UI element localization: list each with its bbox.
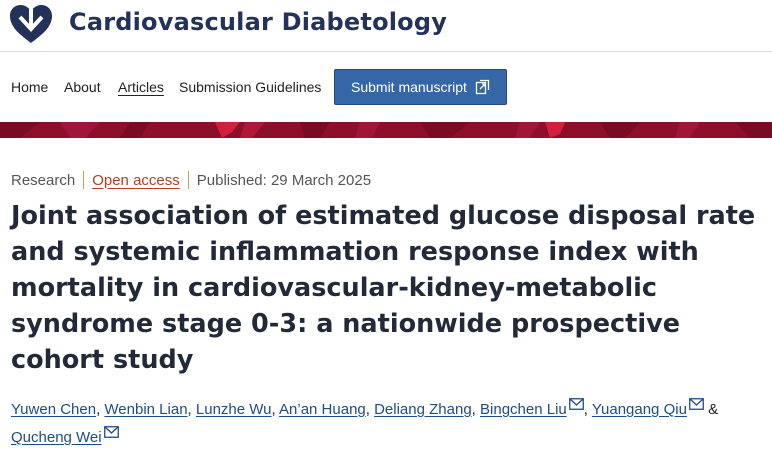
nav-item-home[interactable]: Home — [11, 79, 49, 95]
published-date: Published: 29 March 2025 — [196, 171, 372, 189]
mail-icon[interactable] — [689, 398, 704, 410]
author-link[interactable]: Qucheng Wei — [11, 429, 102, 446]
site-header: Cardiovascular Diabetology — [0, 0, 772, 52]
author-link[interactable]: Deliang Zhang — [374, 401, 472, 418]
meta-divider — [187, 171, 189, 189]
author-link[interactable]: Yuangang Qiu — [591, 401, 687, 418]
article-meta: Research Open access Published: 29 March… — [11, 171, 371, 189]
mail-icon[interactable] — [568, 398, 584, 410]
journal-title[interactable]: Cardiovascular Diabetology — [69, 8, 448, 36]
decorative-banner — [0, 122, 772, 138]
author-list: Yuwen Chen, Wenbin Lian, Lunzhe Wu, An’a… — [11, 396, 763, 452]
author-link[interactable]: Wenbin Lian — [104, 401, 188, 418]
mail-icon[interactable] — [103, 426, 119, 438]
external-link-icon — [475, 79, 490, 95]
submit-manuscript-label: Submit manuscript — [351, 79, 467, 95]
banner-pattern — [0, 122, 772, 138]
meta-divider — [83, 171, 85, 189]
author-link[interactable]: Yuwen Chen — [11, 401, 97, 418]
author-link[interactable]: Lunzhe Wu — [195, 401, 272, 418]
author-link[interactable]: Bingchen Liu — [480, 401, 567, 418]
author-link[interactable]: An’an Huang — [279, 401, 366, 418]
heart-logo-icon[interactable] — [8, 3, 54, 45]
article-type: Research — [11, 171, 76, 189]
submit-manuscript-button[interactable]: Submit manuscript — [334, 69, 507, 105]
nav-item-about[interactable]: About — [64, 79, 101, 95]
article-title: Joint association of estimated glucose d… — [11, 201, 756, 375]
open-access-link[interactable]: Open access — [92, 171, 180, 189]
main-nav: Home About Articles Submission Guideline… — [0, 53, 772, 122]
nav-item-submission-guidelines[interactable]: Submission Guidelines — [179, 79, 322, 95]
nav-item-articles[interactable]: Articles — [118, 79, 164, 95]
